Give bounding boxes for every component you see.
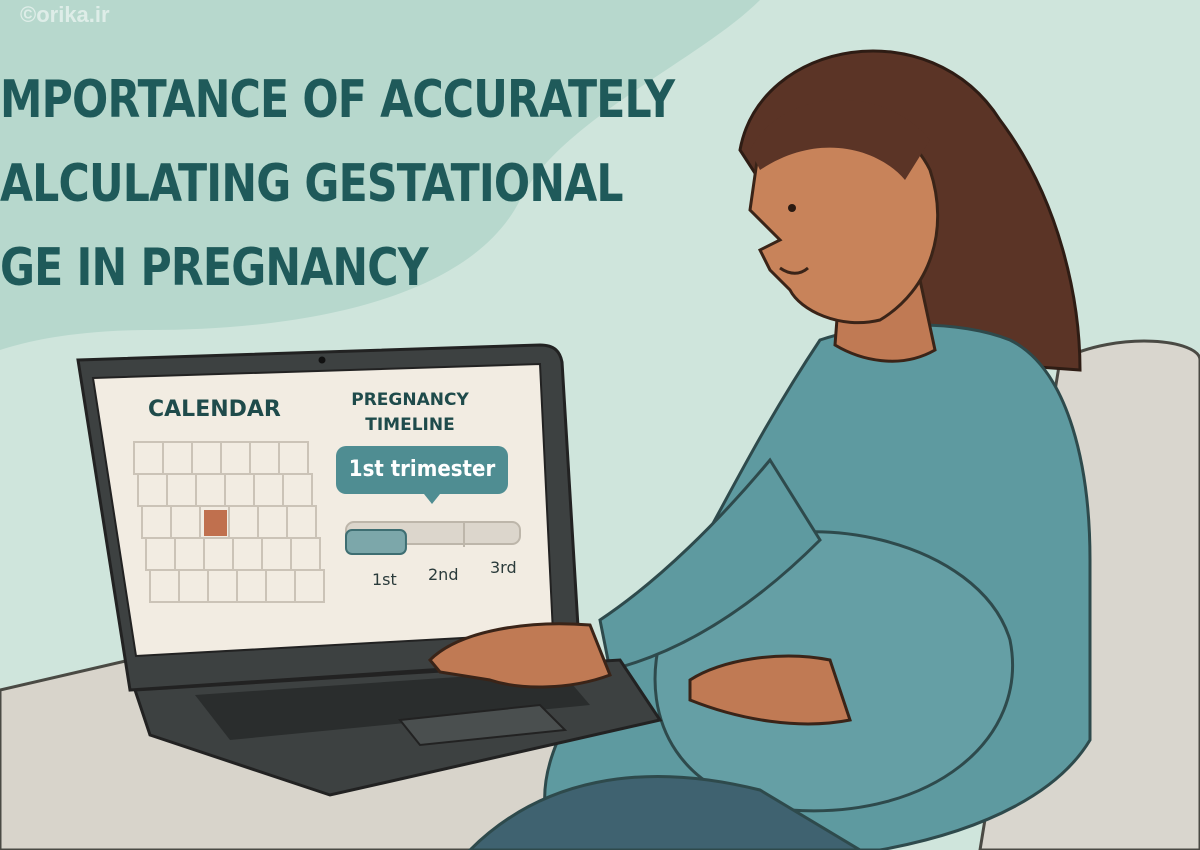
calendar-grid	[133, 441, 325, 603]
calendar-cell	[141, 505, 172, 539]
calendar-title: CALENDAR	[148, 397, 281, 422]
calendar-cell	[174, 537, 205, 571]
timeline-progress	[345, 529, 407, 555]
hand-belly	[688, 654, 852, 726]
segment-label-1: 1st	[372, 570, 397, 589]
background-wave	[0, 0, 760, 350]
calendar-cell	[191, 441, 222, 475]
segment-label-3: 3rd	[490, 558, 517, 577]
timeline-title-line1: PREGNANCY	[351, 390, 469, 410]
watermark: ©orika.ir	[20, 2, 110, 27]
calendar-cell	[294, 569, 325, 603]
mouth	[779, 266, 809, 275]
title-line-1: MPORTANCE OF ACCURATELY	[0, 70, 675, 130]
calendar-highlighted-day	[204, 510, 227, 536]
calendar-cell	[145, 537, 176, 571]
calendar-cell	[286, 505, 317, 539]
calendar-cell	[282, 473, 313, 507]
timeline-title: PREGNANCY TIMELINE	[340, 388, 480, 438]
calendar-cell	[261, 537, 292, 571]
hair-front	[750, 99, 930, 180]
laptop-keyboard	[195, 670, 590, 740]
calendar-cell	[253, 473, 284, 507]
title-line-2: ALCULATING GESTATIONAL	[0, 154, 624, 214]
calendar-cell	[166, 473, 197, 507]
pants	[467, 775, 863, 850]
calendar-cell	[257, 505, 288, 539]
calendar-cell	[232, 537, 263, 571]
calendar-cell	[162, 441, 193, 475]
title-line-3: GE IN PREGNANCY	[0, 238, 429, 298]
calendar-cell	[203, 537, 234, 571]
timeline-title-line2: TIMELINE	[365, 415, 455, 435]
calendar-cell	[290, 537, 321, 571]
calendar-cell	[220, 441, 251, 475]
calendar-cell	[170, 505, 201, 539]
calendar-cell	[224, 473, 255, 507]
calendar-cell	[228, 505, 259, 539]
calendar-cell	[137, 473, 168, 507]
calendar-cell	[195, 473, 226, 507]
calendar-cell	[278, 441, 309, 475]
calendar-cell	[207, 569, 238, 603]
calendar-cell	[178, 569, 209, 603]
trimester-bubble: 1st trimester	[336, 446, 508, 504]
calendar-cell	[265, 569, 296, 603]
laptop-trackpad	[398, 703, 568, 747]
calendar-cell	[149, 569, 180, 603]
segment-label-2: 2nd	[428, 565, 459, 584]
eye	[788, 204, 796, 212]
hand-typing	[427, 622, 612, 689]
calendar-cell	[236, 569, 267, 603]
webcam	[318, 356, 326, 364]
calendar-cell	[133, 441, 164, 475]
page-title: MPORTANCE OF ACCURATELY ALCULATING GESTA…	[0, 58, 675, 310]
calendar-cell	[249, 441, 280, 475]
